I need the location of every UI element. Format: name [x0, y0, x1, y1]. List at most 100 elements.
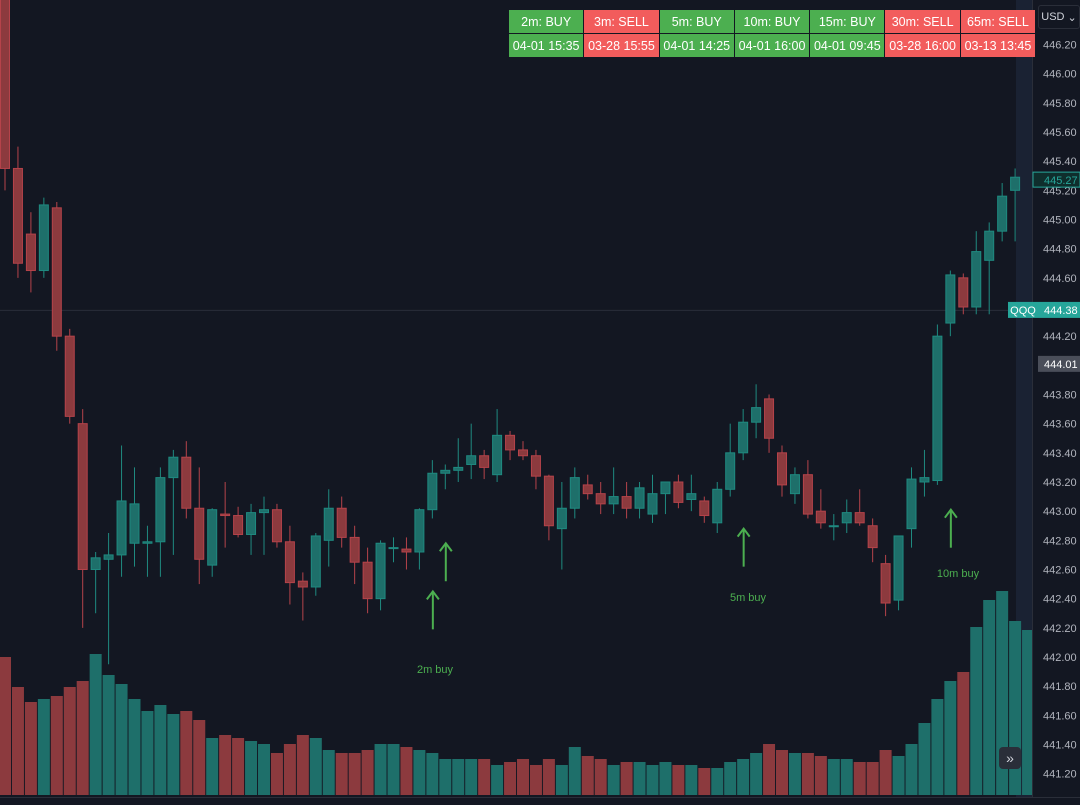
candle-body	[492, 434, 503, 476]
candle-body	[129, 503, 140, 544]
candle-body	[207, 509, 218, 566]
candle-body	[505, 434, 516, 451]
candle-body	[802, 474, 813, 515]
candle-body	[388, 547, 399, 550]
volume-bar	[478, 759, 491, 795]
volume-bar	[788, 753, 801, 795]
volume-bar	[322, 750, 335, 795]
signal-time-30m: 03-28 16:00	[885, 34, 960, 57]
currency-selector[interactable]: USD ⌄	[1038, 5, 1080, 29]
latest-bar-highlight	[1016, 0, 1032, 797]
volume-bar	[439, 759, 452, 795]
symbol-label: QQQ	[1010, 305, 1036, 317]
volume-bar	[568, 747, 581, 795]
candle-body	[880, 563, 891, 604]
volume-bar	[348, 753, 361, 795]
buy-signal-label: 5m buy	[730, 592, 767, 604]
price-tick-label: 444.20	[1043, 331, 1077, 343]
candle-body	[453, 466, 464, 471]
volume-bar	[659, 762, 672, 795]
volume-bar	[840, 759, 853, 795]
volume-bar	[581, 756, 594, 795]
candle-body	[401, 548, 412, 553]
volume-bar	[102, 675, 115, 795]
volume-bar	[711, 768, 724, 795]
candle-body	[906, 478, 917, 530]
candle-body	[194, 507, 205, 560]
candle-body	[751, 407, 762, 423]
price-tick-label: 443.80	[1043, 389, 1077, 401]
volume-bar	[89, 654, 102, 795]
candle-body	[932, 335, 943, 482]
candle-body	[271, 509, 282, 543]
candle-body	[764, 398, 775, 439]
candle-body	[181, 456, 192, 509]
signal-time-3m: 03-28 15:55	[584, 34, 659, 57]
candle-body	[828, 525, 839, 528]
signal-header-10m: 10m: BUY	[734, 10, 810, 33]
volume-bar	[607, 765, 620, 795]
last-price-label: 445.27	[1044, 175, 1078, 187]
price-tick-label: 446.00	[1043, 69, 1077, 81]
volume-bar	[957, 672, 970, 795]
candle-body	[103, 554, 114, 560]
price-tick-label: 441.60	[1043, 710, 1077, 722]
volume-bar	[931, 699, 944, 795]
volume-bar	[801, 753, 814, 795]
candle-body	[984, 230, 995, 261]
buy-arrow-head-icon	[736, 526, 751, 538]
last-price-badge	[1032, 171, 1080, 188]
candle-body	[556, 507, 567, 530]
candle-body	[945, 274, 956, 324]
candle-body	[582, 484, 593, 495]
candle-body	[38, 204, 49, 272]
crosshair-price-badge	[1038, 355, 1080, 372]
candle-body	[518, 449, 528, 457]
price-tick-label: 443.40	[1043, 448, 1077, 460]
candle-body	[440, 469, 451, 474]
candle-body	[712, 488, 723, 524]
candle-body	[997, 195, 1008, 232]
scroll-to-realtime-button[interactable]: »	[999, 747, 1021, 769]
volume-bar	[387, 744, 400, 795]
signal-header-15m: 15m: BUY	[810, 10, 885, 33]
price-line-badge	[1038, 301, 1080, 318]
double-chevron-right-icon: »	[1006, 750, 1014, 766]
candle-body	[815, 510, 826, 524]
volume-bar	[504, 762, 517, 795]
volume-bar	[76, 681, 89, 795]
volume-bar	[698, 768, 711, 795]
volume-bar	[335, 753, 348, 795]
candle-body	[971, 251, 982, 308]
volume-bar	[193, 720, 206, 795]
volume-bar	[594, 759, 607, 795]
price-tick-label: 441.40	[1043, 739, 1077, 751]
volume-bar	[491, 765, 504, 795]
candle-body	[349, 536, 360, 563]
signal-table: 2m: BUY 3m: SELL 5m: BUY 10m: BUY 15m: B…	[509, 10, 1036, 57]
price-tick-label: 445.20	[1043, 185, 1077, 197]
volume-bar	[452, 759, 465, 795]
candle-body	[90, 557, 101, 570]
volume-bar	[672, 765, 685, 795]
candle-body	[77, 423, 88, 570]
price-tick-label: 442.40	[1043, 594, 1077, 606]
currency-label: USD	[1041, 11, 1065, 23]
candle-body	[634, 487, 645, 509]
volume-bar	[905, 744, 918, 795]
price-tick-label: 441.20	[1043, 769, 1077, 781]
price-tick-label: 442.60	[1043, 564, 1077, 576]
volume-bar	[296, 735, 309, 795]
volume-bar	[750, 753, 763, 795]
volume-bar	[892, 756, 905, 795]
volume-bar	[283, 744, 296, 795]
price-axis	[1032, 0, 1080, 805]
candle-body	[867, 525, 878, 549]
candle-body	[142, 541, 153, 544]
volume-bar	[219, 735, 232, 795]
volume-bar	[11, 687, 24, 795]
volume-bar	[309, 738, 322, 795]
chevron-down-icon: ⌄	[1067, 11, 1077, 24]
